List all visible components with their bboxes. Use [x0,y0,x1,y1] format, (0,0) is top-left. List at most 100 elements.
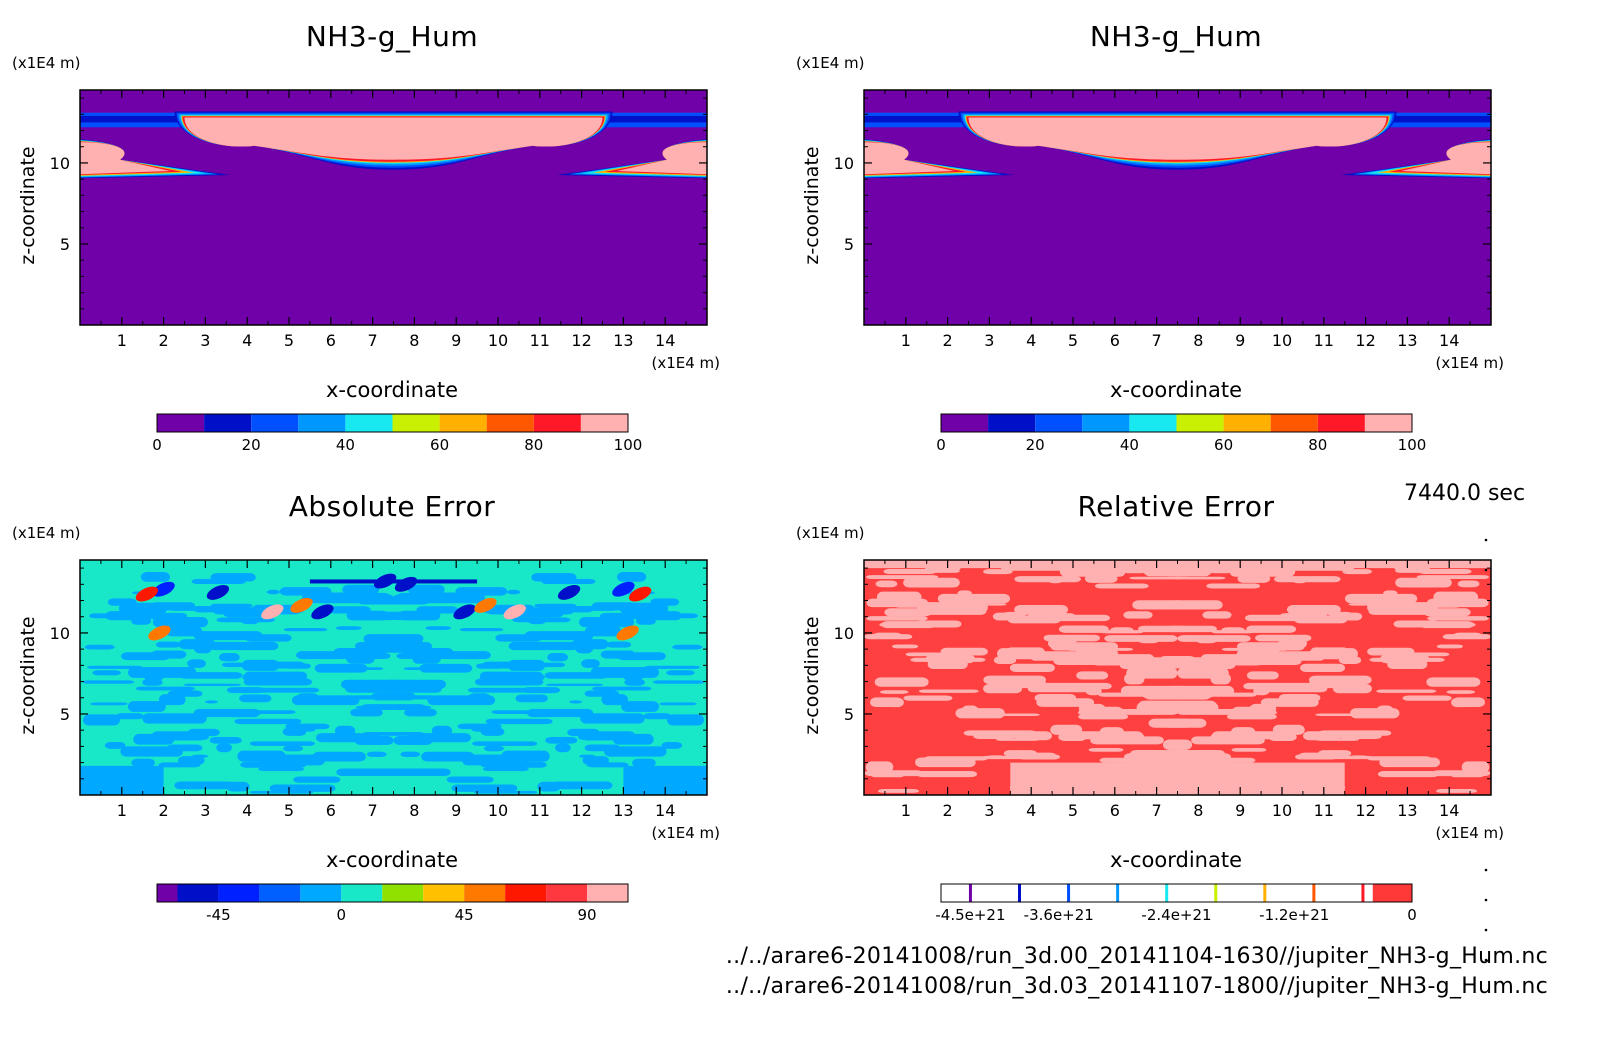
colorbar-swatch [988,414,1036,432]
error-patch [995,738,1040,741]
error-patch [1138,625,1190,633]
error-patch [903,695,953,701]
error-patch [1452,697,1485,708]
colorbar-tick-label: 40 [1120,436,1139,454]
error-patch [1446,690,1476,694]
x-tick-label: 9 [451,801,461,820]
error-patch [234,718,302,725]
error-patch [269,784,336,792]
error-patch [82,680,135,684]
error-patch [1231,727,1256,737]
error-spot [206,584,230,600]
error-patch [179,672,243,679]
error-patch [166,744,203,752]
colorbar-frame [156,883,629,903]
error-patch [131,758,155,767]
x-tick-label: 5 [1068,801,1078,820]
error-patch [1013,731,1053,741]
error-patch [366,751,387,758]
error-patch [1315,713,1370,717]
left-lobe-contour-5 [864,142,954,175]
error-patch [152,731,192,736]
error-patch [1171,576,1226,580]
error-patch [514,671,543,678]
edge-dot [1484,538,1488,542]
error-patch [472,741,538,746]
error-patch [1236,642,1305,651]
error-patch [1123,611,1153,619]
x-tick-label: 11 [1314,801,1334,820]
error-patch [332,753,355,757]
colorbar-swatch [580,414,628,432]
x-tick-label: 2 [943,801,953,820]
edge-dot [1484,868,1488,872]
error-patch [1088,747,1124,752]
error-patch [546,683,604,687]
error-patch [601,694,629,706]
x-axis-label: x-coordinate [326,848,458,872]
colorbar-swatch [345,414,393,432]
error-patch [1339,732,1382,740]
error-patch [158,762,201,768]
y-tick-label: 5 [60,235,70,254]
edge-dot [1484,898,1488,902]
colorbar-tick-label: 100 [614,436,643,454]
colorbar-tick-label: 100 [1398,436,1427,454]
colorbar-swatch [298,414,346,432]
colorbar-swatch [546,884,588,902]
x-tick-label: 14 [655,801,675,820]
error-patch [1094,583,1149,589]
colorbar-tick-label: 90 [577,906,596,924]
error-patch [1050,642,1119,651]
error-patch [210,573,256,582]
colorbar-tick-label: -3.6e+21 [1024,906,1094,924]
error-patch [404,708,437,717]
error-patch [293,776,341,783]
error-spot [612,581,635,597]
error-patch [581,659,600,668]
error-patch [1426,677,1481,687]
error-patch [209,736,242,744]
colorbar-swatch [486,414,534,432]
edge-dot [1484,568,1488,572]
colorbar-frame [156,413,629,433]
error-patch [174,781,235,790]
error-patch [650,598,680,606]
colorbar-tick-label: 20 [1026,436,1045,454]
error-patch [905,652,961,657]
y-tick-label: 10 [50,154,70,173]
x-axis-label: x-coordinate [1110,378,1242,402]
error-patch [916,602,988,613]
error-patch [419,663,473,673]
error-patch [1436,789,1478,793]
error-patch [1302,731,1342,741]
error-patch [425,626,452,630]
error-patch [335,626,362,630]
error-patch [643,713,672,720]
x-tick-label: 11 [530,801,550,820]
error-patch [1036,698,1095,707]
x-tick-label: 8 [409,801,419,820]
error-patch [151,650,187,659]
error-patch [584,744,621,752]
y-tick-label: 10 [834,624,854,643]
colorbar-tick-label: -2.4e+21 [1141,906,1211,924]
error-patch [155,641,181,648]
colorbar-swatch [157,884,178,902]
x-tick-label: 6 [326,331,336,350]
error-patch [1272,724,1305,735]
x-tick-label: 13 [613,801,633,820]
error-patch [1211,630,1255,634]
error-patch [937,593,1011,604]
error-patch [1461,761,1490,773]
error-patch [296,693,319,703]
colorbar-swatch [259,884,301,902]
panel-title: NH3-g_Hum [1090,20,1262,53]
error-patch [1274,576,1341,583]
error-patch [595,731,635,736]
colorbar-swatch [300,884,342,902]
plot-area [80,560,707,795]
error-patch [83,714,120,726]
error-patch [485,718,553,725]
error-patch [661,741,683,749]
